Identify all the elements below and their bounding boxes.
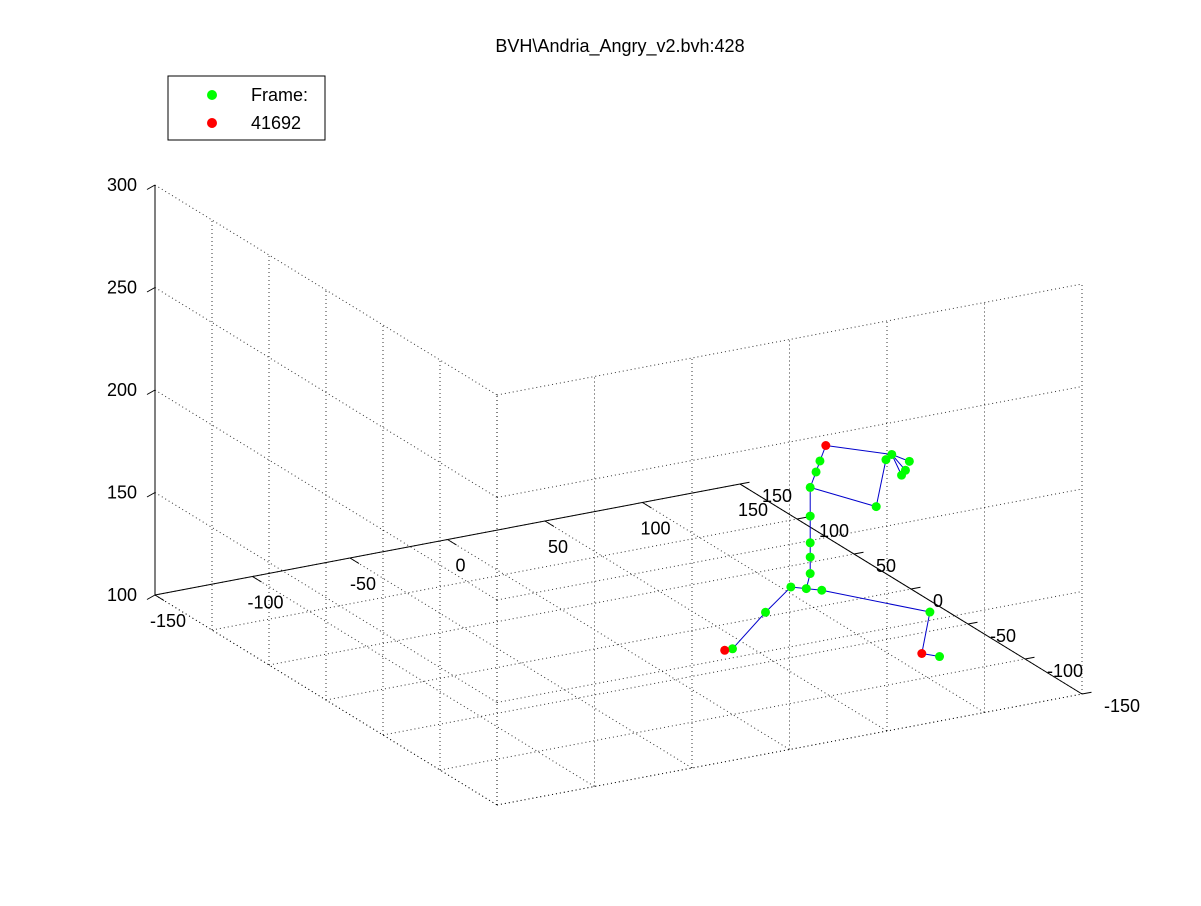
joint-marker (805, 552, 815, 562)
legend-box (167, 75, 326, 141)
grid-line-backwall-z (496, 386, 1083, 498)
x-tick (447, 539, 457, 546)
y-tick (967, 621, 978, 625)
grid-line-backwall-z (496, 693, 1083, 806)
skeleton-bone (921, 611, 931, 654)
x-tick (154, 594, 165, 601)
joint-marker (805, 538, 815, 548)
grid-line-backwall-z (496, 283, 1083, 396)
joint-marker (801, 584, 811, 594)
z-tick-label: 150 (107, 483, 137, 503)
y-tick-label: -150 (1104, 696, 1140, 716)
legend-marker-frame (207, 90, 217, 100)
joint-marker (728, 644, 737, 654)
z-tick-label: 300 (107, 175, 137, 195)
skeleton-bone (810, 486, 877, 508)
grid-line-leftwall-z (154, 287, 498, 498)
z-tick (146, 492, 156, 498)
x-tick (642, 502, 652, 509)
z-tick (146, 594, 156, 600)
x-tick-label: -50 (350, 574, 376, 594)
end-site-marker (821, 441, 831, 450)
skeleton-bone (821, 589, 930, 613)
joint-marker (904, 456, 914, 466)
grid-line-floor-y (382, 623, 969, 736)
y-tick-label: 0 (933, 591, 943, 611)
skeleton-bone (765, 586, 792, 613)
x-tick-label: -150 (150, 611, 186, 631)
joint-marker (786, 582, 796, 592)
legend-label-frame-number: 41692 (251, 113, 301, 133)
joint-marker (897, 470, 907, 480)
grid-line-leftwall-z (154, 389, 498, 601)
grid-line-floor-x (252, 576, 595, 787)
z-tick (146, 184, 156, 190)
y-tick (1081, 691, 1092, 695)
grid-line-leftwall-z (154, 184, 498, 396)
joint-marker (925, 607, 935, 617)
axis-layer: 100 150 200 250 300 -150 -100 -50 0 50 100 150 -150 -… (107, 175, 1140, 716)
x-tick-label: 100 (640, 519, 670, 539)
z-tick (146, 389, 156, 395)
z-tick-label: 250 (107, 278, 137, 298)
joint-marker (815, 456, 825, 466)
x-tick (349, 557, 360, 564)
y-tick (796, 516, 807, 520)
y-tick (1024, 656, 1035, 660)
z-tick-label: 200 (107, 380, 137, 400)
grid-line-floor-y (211, 518, 798, 631)
y-tick (739, 481, 750, 485)
joint-layer (720, 441, 945, 662)
joint-marker (805, 482, 815, 492)
x-tick-label: 50 (548, 537, 568, 557)
grid-line-backwall-z (496, 591, 1083, 703)
grid-line-floor-x (447, 539, 790, 750)
joint-marker (881, 455, 891, 465)
legend: Frame: 41692 (167, 75, 326, 141)
joint-marker (811, 467, 821, 477)
grid-line-floor-y (268, 553, 855, 666)
joint-marker (871, 502, 881, 512)
z-tick (146, 287, 156, 293)
joint-marker (935, 652, 945, 662)
y-tick-label: 100 (819, 521, 849, 541)
joint-marker (887, 449, 897, 459)
joint-marker (805, 511, 815, 521)
y-tick (853, 551, 864, 555)
skeleton-bone (825, 445, 892, 455)
x-tick-label: 0 (455, 556, 465, 576)
y-tick-label: 150 (762, 486, 792, 506)
grid-layer (154, 184, 1083, 806)
y-tick-label: -50 (990, 626, 1016, 646)
end-site-marker (720, 645, 730, 655)
x-tick (739, 483, 750, 490)
joint-marker (805, 569, 815, 579)
skeleton-bone (875, 459, 887, 507)
grid-line-backwall-z (496, 488, 1083, 601)
z-tick-label: 100 (107, 585, 137, 605)
x-tick (252, 576, 262, 583)
x-tick (544, 520, 555, 527)
grid-line-floor-y (439, 658, 1026, 771)
legend-marker-frame-number (207, 118, 217, 128)
y-tick-label: 50 (876, 556, 896, 576)
skeleton-bone (732, 611, 766, 650)
y-tick-label: -100 (1047, 661, 1083, 681)
grid-line-leftwall-z (154, 492, 498, 703)
y-tick (910, 586, 921, 590)
grid-line-floor-y (325, 588, 912, 701)
legend-label-frame: Frame: (251, 85, 308, 105)
x-tick-label: 150 (738, 500, 768, 520)
x-tick-label: -100 (247, 593, 283, 613)
joint-marker (761, 607, 770, 617)
chart-title: BVH\Andria_Angry_v2.bvh:428 (495, 36, 744, 57)
grid-line-floor-x (349, 557, 693, 769)
joint-marker (817, 585, 827, 595)
grid-line-leftwall-z (154, 594, 498, 806)
end-site-marker (917, 649, 927, 658)
